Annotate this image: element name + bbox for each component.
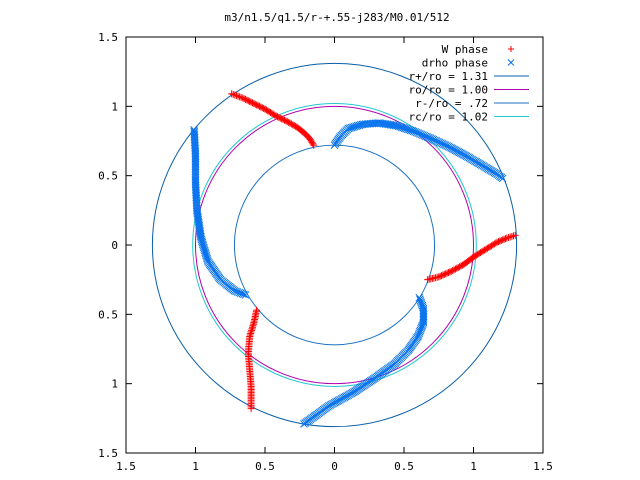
x-tick-label: 1.5	[533, 460, 553, 473]
legend-marker-1	[507, 59, 515, 66]
point-s1-a0-42	[391, 121, 400, 130]
point-s0-a0-61	[309, 140, 317, 148]
point-s0-a1-57	[503, 234, 511, 242]
point-s0-a0-4	[234, 92, 242, 100]
point-s0-a0-3	[232, 92, 240, 100]
chart-title: m3/n1.5/q1.5/r-+.55-j283/M0.01/512	[224, 11, 449, 24]
x-tick-label: 1	[470, 460, 477, 473]
y-tick-label: 0.5	[98, 170, 118, 183]
point-s0-a0-2	[231, 91, 239, 99]
x-tick-label: 0.5	[394, 460, 414, 473]
circle-3	[192, 103, 477, 387]
axis-ticks: 1.5 1 0.5 0 0.5 1 1.51.510.500.511.5	[98, 31, 553, 473]
legend-label-1: drho phase	[422, 57, 488, 70]
x-tick-label: 1	[192, 460, 199, 473]
legend-label-0: W phase	[442, 43, 488, 56]
point-s1-a2-114	[190, 127, 199, 136]
legend-label-4: r-/ro = .72	[415, 97, 488, 110]
point-s0-a0-6	[237, 93, 245, 101]
point-s0-a0-0	[228, 90, 236, 98]
point-s1-a1-15	[419, 317, 428, 325]
point-s0-a0-62	[310, 141, 318, 149]
x-tick-label: 0.5	[255, 460, 275, 473]
point-s0-a1-58	[505, 234, 513, 242]
y-tick-label: 0	[111, 239, 118, 252]
legend-label-5: rc/ro = 1.02	[409, 111, 488, 124]
y-tick-label: 1	[111, 378, 118, 391]
point-s0-a1-62	[511, 231, 519, 239]
legend-marker-0	[508, 46, 514, 52]
point-s0-a0-1	[229, 90, 237, 98]
point-s1-a0-41	[389, 121, 398, 130]
point-s1-a0-116	[498, 174, 507, 183]
point-s1-a1-116	[300, 420, 308, 428]
x-tick-label: 1.5	[116, 460, 136, 473]
radius-circles	[151, 62, 518, 428]
point-s0-a1-61	[510, 232, 518, 240]
point-s0-a2-61	[247, 405, 255, 413]
legend-label-3: ro/ro = 1.00	[409, 84, 488, 97]
point-s0-a1-56	[501, 235, 509, 243]
circle-1	[195, 105, 474, 385]
data-points	[190, 90, 519, 428]
point-s0-a1-60	[508, 232, 516, 240]
legend-label-2: r+/ro = 1.31	[409, 70, 488, 83]
x-tick-label: 0	[331, 460, 338, 473]
circle-0	[151, 62, 518, 428]
point-s1-a2-115	[190, 126, 198, 134]
y-tick-label: 1	[111, 100, 118, 113]
point-s1-a2-113	[190, 129, 199, 137]
y-tick-label: 1.5	[98, 31, 118, 44]
y-tick-label: 0.5	[98, 308, 118, 321]
point-s0-a0-5	[236, 93, 244, 101]
point-s0-a1-59	[506, 233, 514, 241]
circle-2	[233, 144, 436, 346]
point-s1-a2-46	[197, 235, 206, 244]
y-tick-label: 1.5	[98, 447, 118, 460]
